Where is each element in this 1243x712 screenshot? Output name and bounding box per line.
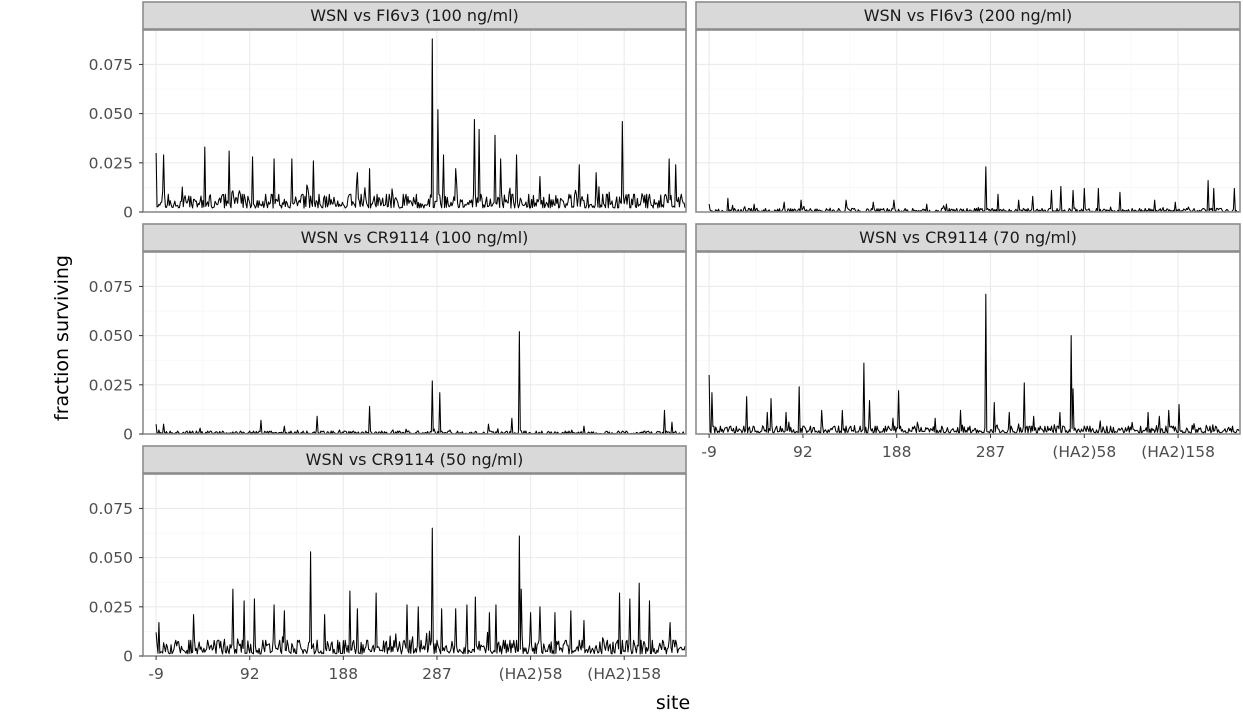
y-tick-label: 0.075 <box>89 56 133 74</box>
facet-strip-label: WSN vs FI6v3 (100 ng/ml) <box>310 6 519 25</box>
fraction-surviving-line <box>155 38 686 209</box>
facet-panel: WSN vs CR9114 (100 ng/ml) 0 0.025 0.050 0.07… <box>89 223 687 444</box>
y-tick-label: 0.050 <box>89 105 133 123</box>
facet-strip-label: WSN vs CR9114 (50 ng/ml) <box>306 450 524 469</box>
panel-border <box>142 473 687 657</box>
x-tick-label: 188 <box>882 443 912 461</box>
y-tick-label: 0.025 <box>89 376 133 394</box>
panel-border <box>142 29 687 213</box>
facet-strip <box>142 223 687 252</box>
facet-panel: WSN vs CR9114 (50 ng/ml) 0 0.025 0.050 0.075… <box>89 445 687 683</box>
y-tick-label: 0.050 <box>89 327 133 345</box>
y-axis-title: fraction surviving <box>51 255 73 421</box>
y-tick-label: 0.075 <box>89 278 133 296</box>
y-tick-label: 0.025 <box>89 154 133 172</box>
panel-background <box>696 30 1240 212</box>
facet-strip <box>142 445 687 474</box>
y-tick-label: 0 <box>123 648 133 666</box>
fraction-surviving-line <box>155 527 686 655</box>
panel-background <box>143 30 686 212</box>
x-tick-label: 92 <box>240 665 260 683</box>
y-tick-label: 0.025 <box>89 598 133 616</box>
x-tick-label: (HA2)58 <box>1052 443 1116 461</box>
panel-background <box>143 474 686 656</box>
y-tick-label: 0 <box>123 426 133 444</box>
y-tick-label: 0.075 <box>89 500 133 518</box>
panel-border <box>142 251 687 435</box>
panel-background <box>696 252 1240 434</box>
x-tick-label: 287 <box>976 443 1006 461</box>
y-tick-label: 0 <box>123 204 133 222</box>
facet-panel: WSN vs FI6v3 (200 ng/ml) <box>695 1 1241 213</box>
x-tick-label: -9 <box>148 665 163 683</box>
facet-panel: WSN vs FI6v3 (100 ng/ml) 0 0.025 0.050 0.075 <box>89 1 687 222</box>
facet-strip <box>695 223 1241 252</box>
panel-background <box>143 252 686 434</box>
x-axis-title: site <box>656 692 690 712</box>
y-tick-label: 0.050 <box>89 549 133 567</box>
x-tick-label: 287 <box>422 665 452 683</box>
panel-border <box>695 29 1241 213</box>
x-tick-label: (HA2)58 <box>499 665 563 683</box>
facet-strip-label: WSN vs FI6v3 (200 ng/ml) <box>864 6 1073 25</box>
x-tick-label: -9 <box>701 443 716 461</box>
facet-panel: WSN vs CR9114 (70 ng/ml) -9 92 188 287 (HA2)5… <box>695 223 1241 461</box>
facet-strip <box>142 1 687 30</box>
x-tick-label: (HA2)158 <box>587 665 661 683</box>
x-tick-label: (HA2)158 <box>1141 443 1215 461</box>
facet-strip <box>695 1 1241 30</box>
x-tick-label: 188 <box>329 665 359 683</box>
panel-border <box>695 251 1241 435</box>
fraction-surviving-line <box>708 293 1240 434</box>
facet-strip-label: WSN vs CR9114 (100 ng/ml) <box>301 228 529 247</box>
facet-strip-label: WSN vs CR9114 (70 ng/ml) <box>859 228 1077 247</box>
x-tick-label: 92 <box>793 443 813 461</box>
